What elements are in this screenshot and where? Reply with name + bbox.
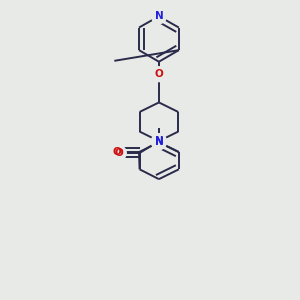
Text: O: O — [113, 147, 122, 157]
Circle shape — [152, 134, 166, 148]
Text: O: O — [154, 69, 163, 79]
Text: N: N — [154, 136, 163, 146]
Text: N: N — [154, 137, 163, 147]
Circle shape — [152, 135, 166, 150]
Circle shape — [111, 146, 126, 160]
Text: N: N — [154, 11, 163, 21]
Text: O: O — [114, 148, 123, 158]
Circle shape — [152, 9, 166, 24]
Circle shape — [110, 145, 125, 160]
Circle shape — [152, 67, 166, 82]
